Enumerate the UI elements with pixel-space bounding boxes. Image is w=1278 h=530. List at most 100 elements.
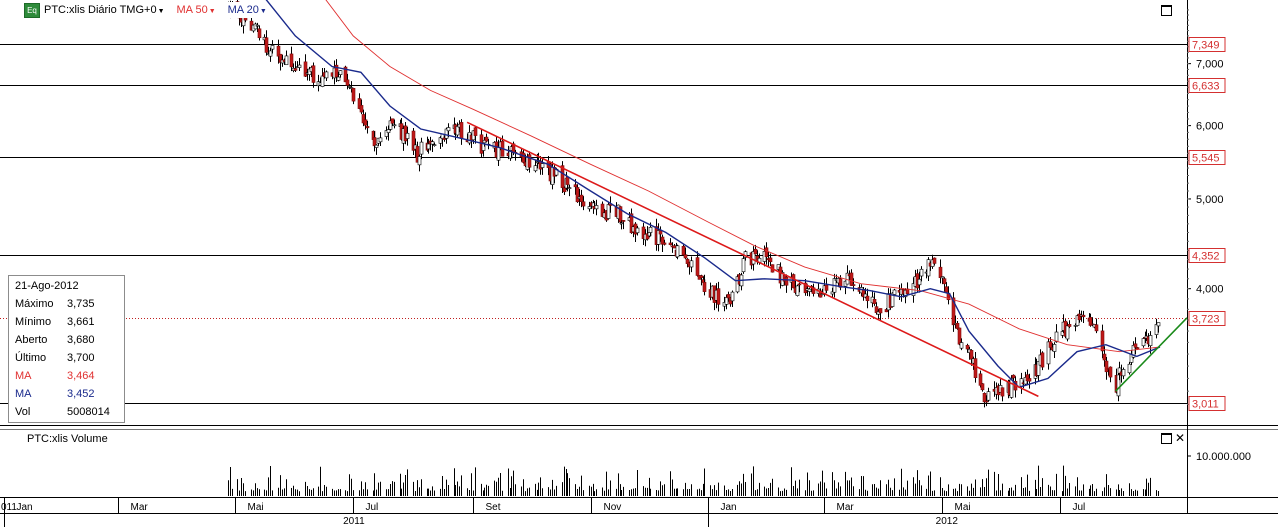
candle-body [336,76,341,81]
candle-body [1100,330,1105,352]
candle-body [1148,335,1153,346]
candle-body [496,146,501,161]
row-value: 3,680 [67,334,95,346]
volume-panel-maximize-icon[interactable] [1161,433,1172,444]
dropdown-caret-icon: ▼ [208,8,216,15]
row-key: MA [15,388,32,400]
level-label-box [1188,78,1226,93]
candle-body [919,268,924,277]
level-label: 6,633 [1192,81,1220,93]
row-key: Aberto [15,334,48,346]
candle-body [982,393,987,403]
candle-body [446,127,451,132]
candle-body [629,213,634,234]
candle-body [1019,378,1024,387]
candle-body [378,137,383,143]
candle-body [1027,378,1032,382]
row-key: Mínimo [15,316,52,328]
last-price-label: 3,723 [1192,314,1220,326]
dropdown-caret-icon: ▼ [157,8,165,15]
month-label: Nov [604,502,622,513]
candle-body [851,284,856,286]
candle-body [533,165,538,172]
year-label: 2011 [343,516,365,527]
candle-body [969,350,974,360]
month-label: Jul [366,502,379,513]
candle-body [751,251,756,265]
month-label: Mar [131,502,149,513]
candle-body [699,275,704,278]
y-tick-label: 4,000 [1196,284,1224,296]
candle-body [942,278,947,285]
price-panel-maximize-icon[interactable] [1161,5,1172,16]
candle-body [573,184,578,188]
level-label: 7,349 [1192,40,1220,52]
y-tick-label: 6,000 [1196,121,1224,133]
candle-body [575,187,580,203]
volume-panel-close-icon[interactable]: ✕ [1175,431,1186,445]
level-label-box [1188,396,1226,411]
candle-body [320,75,325,87]
candle-body [270,45,275,50]
month-label: Jul [1073,502,1086,513]
candle-body [264,37,269,53]
candle-body [865,295,870,302]
candle-body [1108,366,1113,378]
candle-body [1054,331,1059,343]
candle-body [926,259,931,277]
candle-body [635,227,640,234]
candle-body [560,165,565,188]
candle-body [257,28,262,39]
candle-body [527,154,532,168]
candle-body [980,383,985,391]
candle-body [284,55,289,66]
candle-body [521,152,526,163]
candle-body [1135,347,1140,350]
month-label: Mai [955,502,971,513]
volume-tick-label: 10.000.000 [1196,451,1251,463]
row-value: 3,661 [67,316,95,328]
candle-body [565,176,570,185]
candle-body [892,289,897,295]
candle-body [415,146,420,163]
candle-body [579,194,584,202]
candle-body [621,220,626,222]
candle-body [1011,374,1016,379]
candle-body [890,292,895,307]
candle-body [807,288,812,292]
ma50-selector[interactable]: MA 50▼ [177,4,216,16]
candle-body [390,118,395,124]
row-key: Vol [15,406,31,418]
ma20-line [265,0,1161,389]
candle-body [1116,374,1121,397]
candle-body [324,71,329,79]
candle-body [672,245,677,249]
candle-body [768,257,773,263]
dropdown-caret-icon: ▼ [259,8,267,15]
y-tick-label: 7,000 [1196,59,1224,71]
candle-body [716,288,721,305]
candle-body [426,143,431,150]
ma20-selector[interactable]: MA 20▼ [228,4,267,16]
candle-body [791,274,796,289]
row-value: 3,700 [67,352,95,364]
level-label: 3,011 [1192,399,1219,411]
symbol-selector[interactable]: PTC:xlis Diário TMG+0▼ [44,4,165,16]
candle-body [293,68,298,71]
candle-body [594,205,599,210]
candle-body [932,257,937,264]
row-key: MA [15,370,32,382]
candle-body [648,226,653,233]
candle-body [695,257,700,276]
candle-body [1133,343,1138,348]
candle-body [1009,378,1014,398]
downtrend-trendline [466,121,1039,398]
candle-body [351,87,356,102]
candle-body [689,260,694,268]
candle-body [1036,361,1041,376]
candle-body [957,327,962,345]
symbol-label: PTC:xlis Diário TMG+0 [44,4,157,16]
ma50-line [325,0,1161,353]
